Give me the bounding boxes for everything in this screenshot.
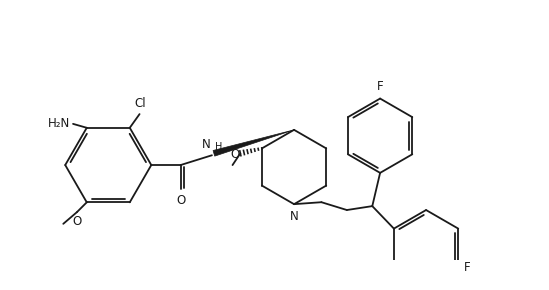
Polygon shape bbox=[213, 130, 294, 156]
Text: N: N bbox=[202, 138, 211, 151]
Text: O: O bbox=[72, 215, 82, 228]
Text: H: H bbox=[215, 142, 222, 152]
Text: H₂N: H₂N bbox=[48, 117, 70, 130]
Text: O: O bbox=[176, 194, 185, 207]
Text: O: O bbox=[230, 148, 239, 161]
Text: F: F bbox=[377, 80, 383, 93]
Text: N: N bbox=[290, 210, 299, 223]
Text: Cl: Cl bbox=[135, 97, 147, 110]
Text: F: F bbox=[464, 261, 470, 274]
